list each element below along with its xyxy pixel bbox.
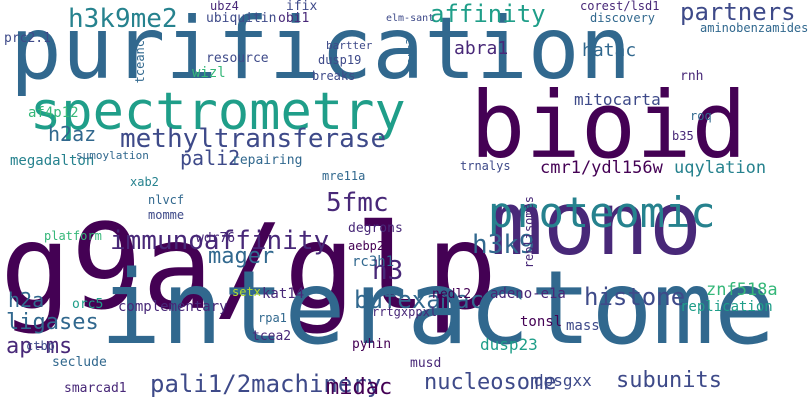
word-rnh: rnh [680,69,704,84]
word-ifix: ifix [286,0,318,14]
word-xab2: xab2 [130,175,159,189]
word-af4p12: af4p12 [28,105,79,121]
word-dusp19: dusp19 [318,53,362,67]
word-replication: replication [680,299,773,315]
word-musd: musd [410,356,442,371]
word-seclude: seclude [52,355,107,370]
word-degrons: degrons [348,221,403,236]
word-uqylation: uqylation [674,158,767,178]
word-kat14: kat14 [262,286,305,302]
word-g9a-glp: g9a/glp [0,198,498,336]
word-tcea2: tcea2 [252,329,292,344]
word-breaks: breaks [312,69,356,83]
word-immunoaffinity: immunoaffinity [110,226,330,256]
word-prc21: prc2.1 [4,31,51,46]
word-ubz4: ubz4 [210,0,239,13]
word-ctbp: ctbp [26,339,55,353]
word-bufexamac: bufexamac [354,286,485,314]
word-h3k9: h3k9 [472,230,535,260]
word-cmr1-ydl156w: cmr1/ydl156w [540,158,663,178]
word-megadalton: megadalton [10,153,95,169]
word-histone: histone [584,283,686,311]
word-tceanc: tceanc [133,40,147,84]
word-purification: purification [10,0,632,99]
word-pyhin: pyhin [352,337,392,352]
word-mass: mass [566,318,600,334]
word-h3: h3 [372,256,404,286]
word-bioid: bioid [470,72,747,179]
word-interactome: interactome [100,249,776,368]
word-ubiquitin: ubiquitin [206,11,277,26]
word-orc5: orc5 [72,297,104,312]
word-subunits: subunits [616,368,722,393]
word-corest-lsd1: corest/lsd1 [580,0,660,13]
word-elm-sant: elm-sant [386,13,435,24]
word-discovery: discovery [590,11,656,25]
word-h2az: h2az [48,122,97,146]
word-dpsgxx: dpsgxx [534,371,592,390]
word-resource: resource [206,51,269,66]
word-adeno-e1a: adeno-e1a [490,286,566,302]
word-proteomic: proteomic [488,188,716,237]
word-rrtgxppxl: rrtgxppxl [372,305,438,319]
word-wizl: wizl [192,65,226,81]
word-ap-ms: ap-ms [6,334,73,359]
word-platform: platform [44,229,102,243]
word-midac: midac [326,375,393,400]
word-mager: mager [208,244,275,269]
word-rpa1: rpa1 [258,311,287,325]
word-sumoylation: sumoylation [76,149,149,162]
word-methyltransferase: methyltransferase [120,124,387,154]
word-h2a: h2a [8,288,45,312]
word-b35: b35 [672,129,694,143]
word-5fmc: 5fmc [326,188,389,218]
word-complementary: complementary [118,299,228,315]
word-rc3h1: rc3h1 [352,254,395,270]
word-mre11a: mre11a [322,169,366,183]
word-mitocarta: mitocarta [574,90,661,109]
word-spectrometry: spectrometry [30,82,406,142]
word-ligases: ligases [6,310,99,335]
word-setx: setx [232,285,261,299]
word-replisomes: replisomes [522,196,536,269]
word-aebp2: aebp2 [348,239,385,253]
word-trnalys: trnalys [460,159,511,173]
word-roq: roq [690,109,712,123]
word-aminobenzamides: aminobenzamides [700,21,808,35]
word-nlvcf: nlvcf [148,193,185,207]
word-hatac: hatac [582,40,637,61]
word-bartter: bartter [326,39,373,52]
word-orc3: orc3 [404,38,417,65]
word-h3k9me2: h3k9me2 [68,4,178,34]
word-pali2: pali2 [180,146,241,170]
word-dusp23: dusp23 [480,335,538,354]
word-pali12machinery: pali1/2machinery [150,370,382,398]
word-momme: momme [148,208,185,222]
word-partners: partners [680,0,796,26]
word-nucleosome: nucleosome [424,370,557,395]
word-mono: mono [490,172,702,275]
word-obi1: obi1 [278,11,310,26]
word-wdr76: wdr76 [196,231,236,246]
word-abra1: abra1 [454,38,509,59]
word-smarcad1: smarcad1 [64,381,127,396]
word-repairing: repairing [232,153,303,168]
word-znf518a: znf518a [706,280,778,300]
word-nedl2: nedl2 [432,287,472,302]
word-tonsl: tonsl [520,314,563,330]
word-affinity: affinity [430,0,546,28]
